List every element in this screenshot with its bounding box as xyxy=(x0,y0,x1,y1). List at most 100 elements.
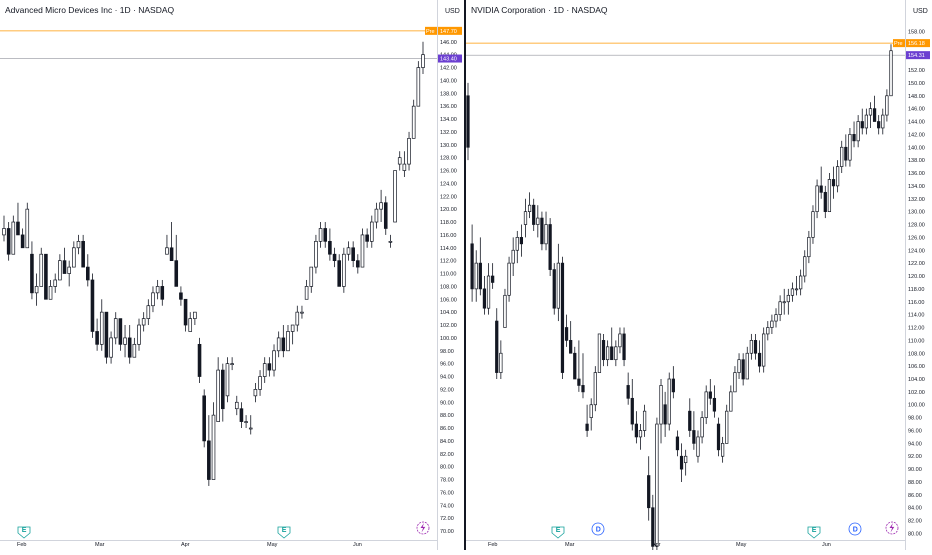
candle[interactable] xyxy=(30,241,34,300)
candle[interactable] xyxy=(885,89,889,122)
candle[interactable] xyxy=(272,344,276,377)
plot-area[interactable] xyxy=(0,0,437,540)
candle[interactable] xyxy=(560,256,565,379)
candle[interactable] xyxy=(577,340,581,392)
candle[interactable] xyxy=(397,151,402,171)
candle[interactable] xyxy=(2,215,6,242)
candle[interactable] xyxy=(659,378,663,444)
candle[interactable] xyxy=(692,411,696,450)
candle[interactable] xyxy=(610,327,614,361)
candle[interactable] xyxy=(815,179,819,219)
candle[interactable] xyxy=(486,263,491,315)
candle[interactable] xyxy=(655,417,659,553)
candle[interactable] xyxy=(369,215,374,248)
candle[interactable] xyxy=(712,385,717,418)
candle[interactable] xyxy=(193,311,197,326)
pre-market-tag[interactable]: Pre 147.70 xyxy=(425,26,462,35)
candle[interactable] xyxy=(332,247,337,268)
candle[interactable] xyxy=(6,222,11,261)
candle[interactable] xyxy=(647,456,651,521)
candle[interactable] xyxy=(782,288,786,315)
candle[interactable] xyxy=(573,346,577,380)
candle[interactable] xyxy=(466,82,470,161)
candle[interactable] xyxy=(803,250,807,283)
candle[interactable] xyxy=(360,228,365,268)
candle[interactable] xyxy=(304,279,309,300)
candle[interactable] xyxy=(569,321,573,354)
candle[interactable] xyxy=(146,299,151,326)
candle[interactable] xyxy=(733,366,737,393)
candle[interactable] xyxy=(337,254,341,287)
candle[interactable] xyxy=(169,222,174,262)
candle[interactable] xyxy=(688,398,692,437)
candle[interactable] xyxy=(123,325,127,358)
candle[interactable] xyxy=(503,288,507,328)
candle[interactable] xyxy=(675,430,680,457)
candle[interactable] xyxy=(716,417,721,457)
candle[interactable] xyxy=(127,325,132,364)
last-price-tag[interactable]: 154.31 xyxy=(906,51,930,60)
candle[interactable] xyxy=(544,211,548,251)
candle[interactable] xyxy=(593,366,597,412)
candle[interactable] xyxy=(244,415,248,429)
currency-label[interactable]: USD xyxy=(445,8,460,15)
earnings-icon[interactable]: E xyxy=(17,526,31,539)
candle[interactable] xyxy=(684,449,688,476)
candle[interactable] xyxy=(536,205,540,238)
pane-divider[interactable] xyxy=(464,0,466,550)
pre-market-tag[interactable]: Pre 156.18 xyxy=(893,39,930,48)
candle[interactable] xyxy=(679,443,684,482)
candle[interactable] xyxy=(318,222,323,248)
candle[interactable] xyxy=(868,102,873,128)
candle[interactable] xyxy=(663,391,667,437)
candle[interactable] xyxy=(25,202,30,249)
candle[interactable] xyxy=(295,305,300,332)
candle[interactable] xyxy=(515,230,519,264)
candle[interactable] xyxy=(34,273,39,306)
candle[interactable] xyxy=(20,228,25,249)
candle[interactable] xyxy=(207,415,211,486)
candle[interactable] xyxy=(708,378,712,405)
candle[interactable] xyxy=(786,288,790,315)
candle[interactable] xyxy=(183,298,188,332)
candle[interactable] xyxy=(328,228,332,261)
candle[interactable] xyxy=(351,241,355,268)
candle[interactable] xyxy=(589,398,593,431)
candle[interactable] xyxy=(225,357,230,403)
candle[interactable] xyxy=(523,198,528,238)
candle[interactable] xyxy=(840,140,844,174)
candle[interactable] xyxy=(309,266,314,293)
candle[interactable] xyxy=(379,189,383,223)
candle[interactable] xyxy=(552,263,556,315)
candle[interactable] xyxy=(720,436,725,463)
candle[interactable] xyxy=(749,333,753,360)
candle[interactable] xyxy=(729,385,733,412)
candle[interactable] xyxy=(267,357,272,377)
candle[interactable] xyxy=(470,224,474,302)
candle[interactable] xyxy=(774,308,778,328)
candle[interactable] xyxy=(704,385,708,425)
candle[interactable] xyxy=(766,321,770,341)
candle[interactable] xyxy=(248,415,253,435)
candle[interactable] xyxy=(860,108,864,135)
candle[interactable] xyxy=(132,337,137,358)
candle[interactable] xyxy=(778,295,782,322)
candle[interactable] xyxy=(527,192,532,219)
candle[interactable] xyxy=(67,260,71,287)
candle[interactable] xyxy=(737,353,741,379)
candle[interactable] xyxy=(700,411,704,444)
candle[interactable] xyxy=(11,215,16,255)
candle[interactable] xyxy=(696,430,700,463)
candle[interactable] xyxy=(622,327,626,367)
candle[interactable] xyxy=(179,286,183,306)
candle[interactable] xyxy=(48,279,53,300)
candle[interactable] xyxy=(507,256,511,302)
candle[interactable] xyxy=(597,333,602,373)
candle[interactable] xyxy=(823,185,827,219)
candle[interactable] xyxy=(44,253,48,300)
candle[interactable] xyxy=(519,224,524,257)
candle[interactable] xyxy=(90,273,95,338)
candle[interactable] xyxy=(402,151,407,177)
candle[interactable] xyxy=(160,279,165,306)
candle[interactable] xyxy=(234,395,239,416)
